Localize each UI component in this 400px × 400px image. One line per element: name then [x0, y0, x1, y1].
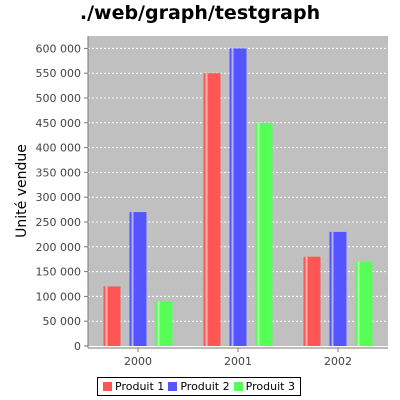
bar-highlight — [205, 73, 208, 346]
legend-label: Produit 3 — [245, 380, 295, 393]
bars — [103, 48, 373, 347]
bar-highlight — [357, 261, 360, 346]
y-tick-label: 350 000 — [36, 166, 82, 179]
y-tick-label: 600 000 — [36, 42, 82, 55]
bar-highlight — [231, 48, 234, 347]
y-tick-label: 200 000 — [36, 241, 82, 254]
bar — [203, 73, 221, 346]
x-tick-label: 2001 — [224, 355, 252, 368]
bar-highlight — [105, 286, 108, 346]
y-tick-label: 150 000 — [36, 266, 82, 279]
bar-highlight — [305, 256, 308, 346]
legend: Produit 1 Produit 2 Produit 3 — [97, 377, 301, 396]
y-tick-label: 250 000 — [36, 216, 82, 229]
y-tick-label: 450 000 — [36, 117, 82, 130]
y-tick-label: 300 000 — [36, 191, 82, 204]
legend-label: Produit 2 — [180, 380, 230, 393]
bar — [329, 231, 347, 346]
bar-highlight — [157, 301, 160, 346]
bar — [129, 212, 147, 346]
legend-item: Produit 3 — [233, 380, 295, 393]
bar — [229, 48, 247, 347]
legend-swatch — [103, 382, 113, 391]
bar — [103, 286, 121, 346]
x-tick-label: 2000 — [124, 355, 152, 368]
y-tick-label: 50 000 — [43, 315, 82, 328]
legend-item: Produit 2 — [168, 380, 230, 393]
legend-item: Produit 1 — [103, 380, 164, 393]
legend-swatch — [233, 382, 243, 391]
legend-swatch — [168, 382, 178, 391]
bar-highlight — [331, 231, 334, 346]
y-tick-label: 500 000 — [36, 92, 82, 105]
axes: 0 50 000 100 000 150 000 200 000 250 000 300 0… — [36, 36, 388, 368]
chart-title: ./web/graph/testgraph — [79, 2, 321, 24]
bar — [255, 122, 273, 346]
y-axis-title: Unité vendue — [14, 144, 30, 238]
bar — [155, 301, 173, 346]
x-tick-label: 2002 — [324, 355, 352, 368]
y-tick-label: 100 000 — [36, 290, 82, 303]
bar — [355, 261, 373, 346]
bar-highlight — [131, 212, 134, 346]
bar — [303, 256, 321, 346]
y-tick-label: 550 000 — [36, 67, 82, 80]
y-tick-label: 0 — [74, 340, 81, 353]
y-tick-label: 400 000 — [36, 142, 82, 155]
bar-highlight — [257, 122, 260, 346]
legend-label: Produit 1 — [115, 380, 165, 393]
